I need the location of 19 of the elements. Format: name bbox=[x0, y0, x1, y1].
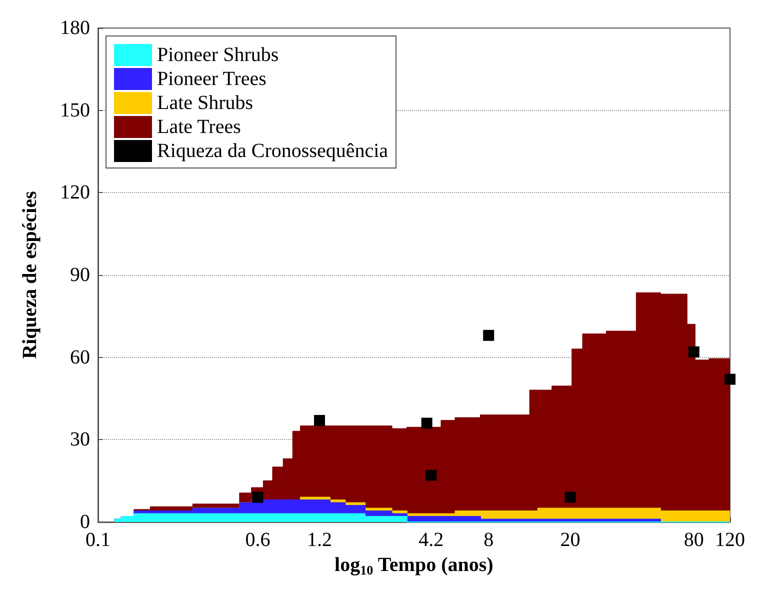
x-tick-label: 0.6 bbox=[245, 529, 270, 551]
y-tick-label: 120 bbox=[60, 182, 90, 204]
y-tick-label: 30 bbox=[70, 428, 90, 451]
x-tick-label: 80 bbox=[684, 529, 704, 551]
x-tick-label: 4.2 bbox=[418, 529, 444, 551]
y-tick-label: 60 bbox=[70, 346, 90, 368]
legend-label: Riqueza da Cronossequência bbox=[157, 140, 388, 162]
y-axis-title: Riqueza de espécies bbox=[19, 190, 41, 359]
x-tick-label: 1.2 bbox=[307, 529, 332, 551]
x-tick-label: 20 bbox=[560, 529, 580, 551]
y-tick-label: 90 bbox=[70, 264, 90, 286]
x-tick-label: 120 bbox=[715, 529, 745, 551]
legend-label: Pioneer Shrubs bbox=[157, 44, 279, 66]
x-tick-label: 8 bbox=[484, 529, 494, 551]
y-tick-label: 150 bbox=[60, 99, 90, 122]
legend-label: Late Shrubs bbox=[157, 92, 254, 114]
y-tick-label: 180 bbox=[60, 17, 90, 39]
legend-label: Late Trees bbox=[157, 116, 242, 138]
legend-label: Pioneer Trees bbox=[157, 68, 267, 90]
